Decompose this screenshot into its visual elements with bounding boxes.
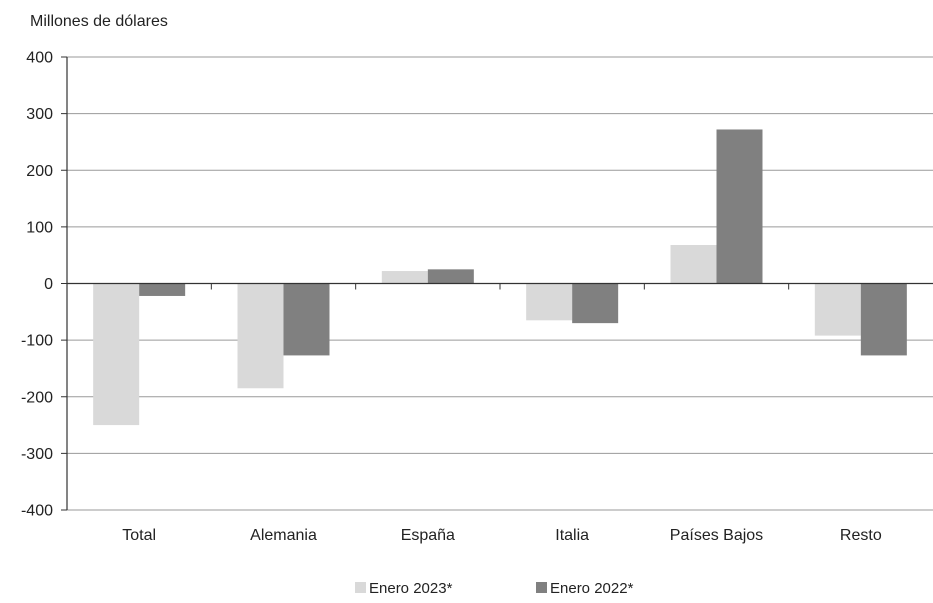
- x-tick-label: Países Bajos: [670, 527, 763, 544]
- y-tick-label: 200: [26, 163, 53, 180]
- axes: [61, 56, 933, 511]
- bar-alemania-series-2: [283, 283, 330, 356]
- y-tick-label: 100: [26, 219, 53, 236]
- x-tick-label: Alemania: [250, 527, 317, 544]
- y-tick-label: 0: [44, 276, 53, 293]
- y-tick-label: -400: [21, 503, 53, 520]
- bar-resto-series-1: [814, 283, 861, 336]
- y-tick-label: -300: [21, 446, 53, 463]
- x-tick-labels: Total Alemania España Italia Países Bajos Res…: [122, 527, 882, 544]
- bar-españa-series-2: [427, 269, 474, 284]
- x-tick-label: Total: [122, 527, 156, 544]
- bars: [93, 129, 907, 426]
- y-tick-label: 400: [26, 50, 53, 67]
- legend-swatch-series-2: [536, 582, 547, 593]
- bar-italia-series-1: [526, 283, 573, 321]
- y-tick-label: 300: [26, 106, 53, 123]
- legend-label-series-1: Enero 2023*: [369, 580, 453, 597]
- y-tick-label: -100: [21, 333, 53, 350]
- legend-swatch-series-1: [355, 582, 366, 593]
- bar-total-series-1: [93, 283, 140, 426]
- bar-italia-series-2: [572, 283, 619, 324]
- legend-label-series-2: Enero 2022*: [550, 580, 634, 597]
- bar-países-bajos-series-1: [670, 244, 717, 284]
- x-tick-label: Resto: [840, 527, 882, 544]
- bar-españa-series-1: [381, 271, 428, 284]
- bar-resto-series-2: [860, 283, 907, 356]
- y-axis-label: Millones de dólares: [30, 13, 168, 30]
- x-tick-label: España: [401, 527, 455, 544]
- bar-países-bajos-series-2: [716, 129, 763, 284]
- y-tick-label: -200: [21, 389, 53, 406]
- bar-total-series-2: [139, 283, 186, 296]
- x-tick-label: Italia: [555, 527, 589, 544]
- legend: Enero 2023* Enero 2022*: [355, 580, 634, 597]
- y-tick-labels: 400 300 200 100 0 -100 -200 -300 -400: [21, 50, 53, 520]
- bar-alemania-series-1: [237, 283, 284, 389]
